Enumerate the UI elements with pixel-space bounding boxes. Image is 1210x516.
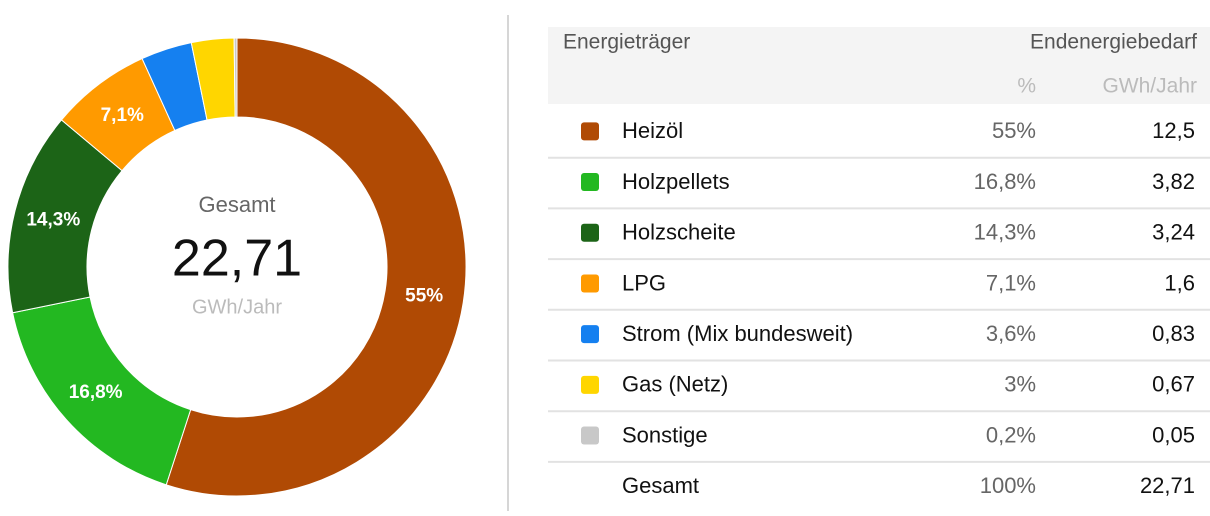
- legend-swatch: [581, 274, 599, 293]
- row-label: Strom (Mix bundesweit): [622, 321, 853, 346]
- row-percent: 0,2%: [986, 422, 1036, 447]
- header-percent: %: [1017, 75, 1036, 98]
- total-percent: 100%: [980, 473, 1036, 498]
- row-gwh: 0,05: [1152, 422, 1195, 447]
- donut-slice: [165, 37, 467, 497]
- row-label: Heizöl: [622, 118, 683, 143]
- row-gwh: 1,6: [1164, 270, 1195, 295]
- row-percent: 14,3%: [974, 220, 1036, 245]
- slice-label: 55%: [405, 286, 443, 307]
- row-gwh: 0,67: [1152, 372, 1195, 397]
- row-percent: 16,8%: [974, 169, 1036, 194]
- center-label: Gesamt: [198, 192, 275, 217]
- row-label: Sonstige: [622, 422, 708, 447]
- row-label: Holzpellets: [622, 169, 730, 194]
- row-percent: 55%: [992, 118, 1036, 143]
- legend-swatch: [581, 122, 599, 141]
- header-demand: Endenergiebedarf: [1030, 31, 1197, 54]
- legend-swatch: [581, 223, 599, 242]
- row-percent: 7,1%: [986, 270, 1036, 295]
- legend-swatch: [581, 173, 599, 192]
- header-carrier: Energieträger: [563, 31, 690, 54]
- total-gwh: 22,71: [1140, 473, 1195, 498]
- total-label: Gesamt: [622, 473, 699, 498]
- row-gwh: 0,83: [1152, 321, 1195, 346]
- row-label: Gas (Netz): [622, 372, 728, 397]
- slice-label: 14,3%: [26, 209, 80, 230]
- slice-label: 16,8%: [69, 382, 123, 403]
- row-label: LPG: [622, 270, 666, 295]
- row-percent: 3,6%: [986, 321, 1036, 346]
- legend-swatch: [581, 375, 599, 394]
- row-gwh: 12,5: [1152, 118, 1195, 143]
- legend-swatch: [581, 325, 599, 344]
- donut-slice: [233, 37, 238, 118]
- legend-swatch: [581, 426, 599, 445]
- row-gwh: 3,24: [1152, 220, 1195, 245]
- slice-label: 7,1%: [101, 105, 144, 126]
- row-gwh: 3,82: [1152, 169, 1195, 194]
- header-unit: GWh/Jahr: [1102, 75, 1197, 98]
- center-unit: GWh/Jahr: [192, 296, 282, 318]
- row-percent: 3%: [1004, 372, 1036, 397]
- center-value: 22,71: [172, 230, 302, 288]
- row-label: Holzscheite: [622, 220, 736, 245]
- table-header-bg: [548, 27, 1210, 104]
